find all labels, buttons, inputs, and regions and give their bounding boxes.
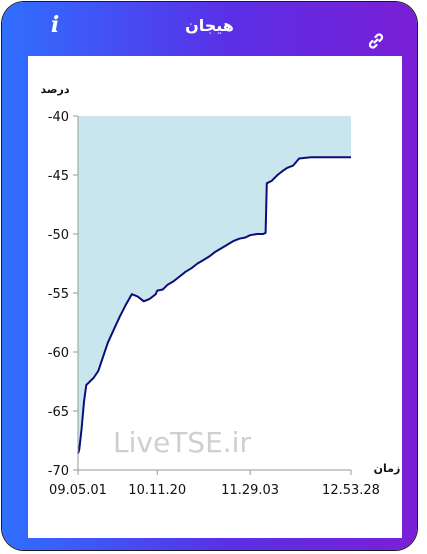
area-fill	[78, 116, 351, 454]
watermark: LiveTSE.ir	[113, 426, 251, 459]
series-line	[77, 156, 351, 454]
page-title: هیجان	[185, 16, 234, 35]
y-tick-label: -50	[48, 228, 69, 243]
chart: درصد زمان LiveTSE.ir -40-45-50-55-60-65-…	[41, 83, 401, 498]
link-icon[interactable]	[366, 31, 386, 51]
x-axis-label: زمان	[374, 462, 401, 475]
x-tick-label: 10.11.20	[128, 483, 186, 498]
y-tick-label: -45	[48, 169, 69, 184]
info-icon[interactable]: i	[50, 12, 60, 38]
header-bar: i هیجان	[2, 2, 417, 54]
y-tick-label: -65	[48, 405, 69, 420]
y-tick-label: -55	[48, 287, 69, 302]
chart-panel: درصد زمان LiveTSE.ir -40 -45 -50 -55 -60 -65-…	[28, 56, 402, 538]
x-tick-label: 11.29.03	[221, 483, 279, 498]
y-tick-label: -70	[48, 464, 69, 479]
y-tick-label: -60	[48, 346, 69, 361]
axes: -40 -45 -50 -55 -60 -65 -70 09.05.01 10.11.20 11.…	[48, 110, 380, 498]
app-frame: i هیجان درصد زمان LiveTSE.ir -40 -45 -50 -5…	[2, 2, 417, 550]
x-tick-label: 09.05.01	[49, 483, 107, 498]
y-axis-label: درصد	[41, 83, 70, 96]
x-tick-label: 12.53.28	[322, 483, 380, 498]
plot-area	[77, 116, 351, 454]
y-tick-label: -40	[48, 110, 69, 125]
